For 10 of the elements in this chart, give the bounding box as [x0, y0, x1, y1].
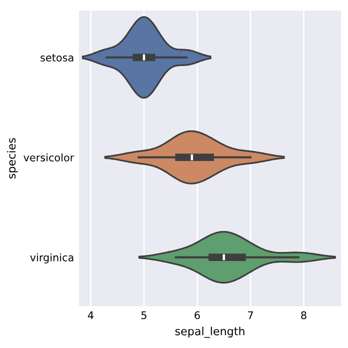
y-tick-label: virginica: [30, 253, 74, 264]
x-tick-label: 4: [88, 311, 94, 320]
y-axis-title: species: [6, 138, 18, 178]
y-tick-label: setosa: [40, 54, 74, 62]
x-tick-label: 7: [248, 311, 253, 320]
x-tick-label: 8: [301, 311, 306, 320]
x-tick-label: 6: [194, 311, 200, 320]
y-tick-label: versicolor: [24, 153, 74, 162]
x-tick-label: 5: [141, 311, 146, 320]
x-axis-title: sepal_length: [175, 326, 244, 338]
